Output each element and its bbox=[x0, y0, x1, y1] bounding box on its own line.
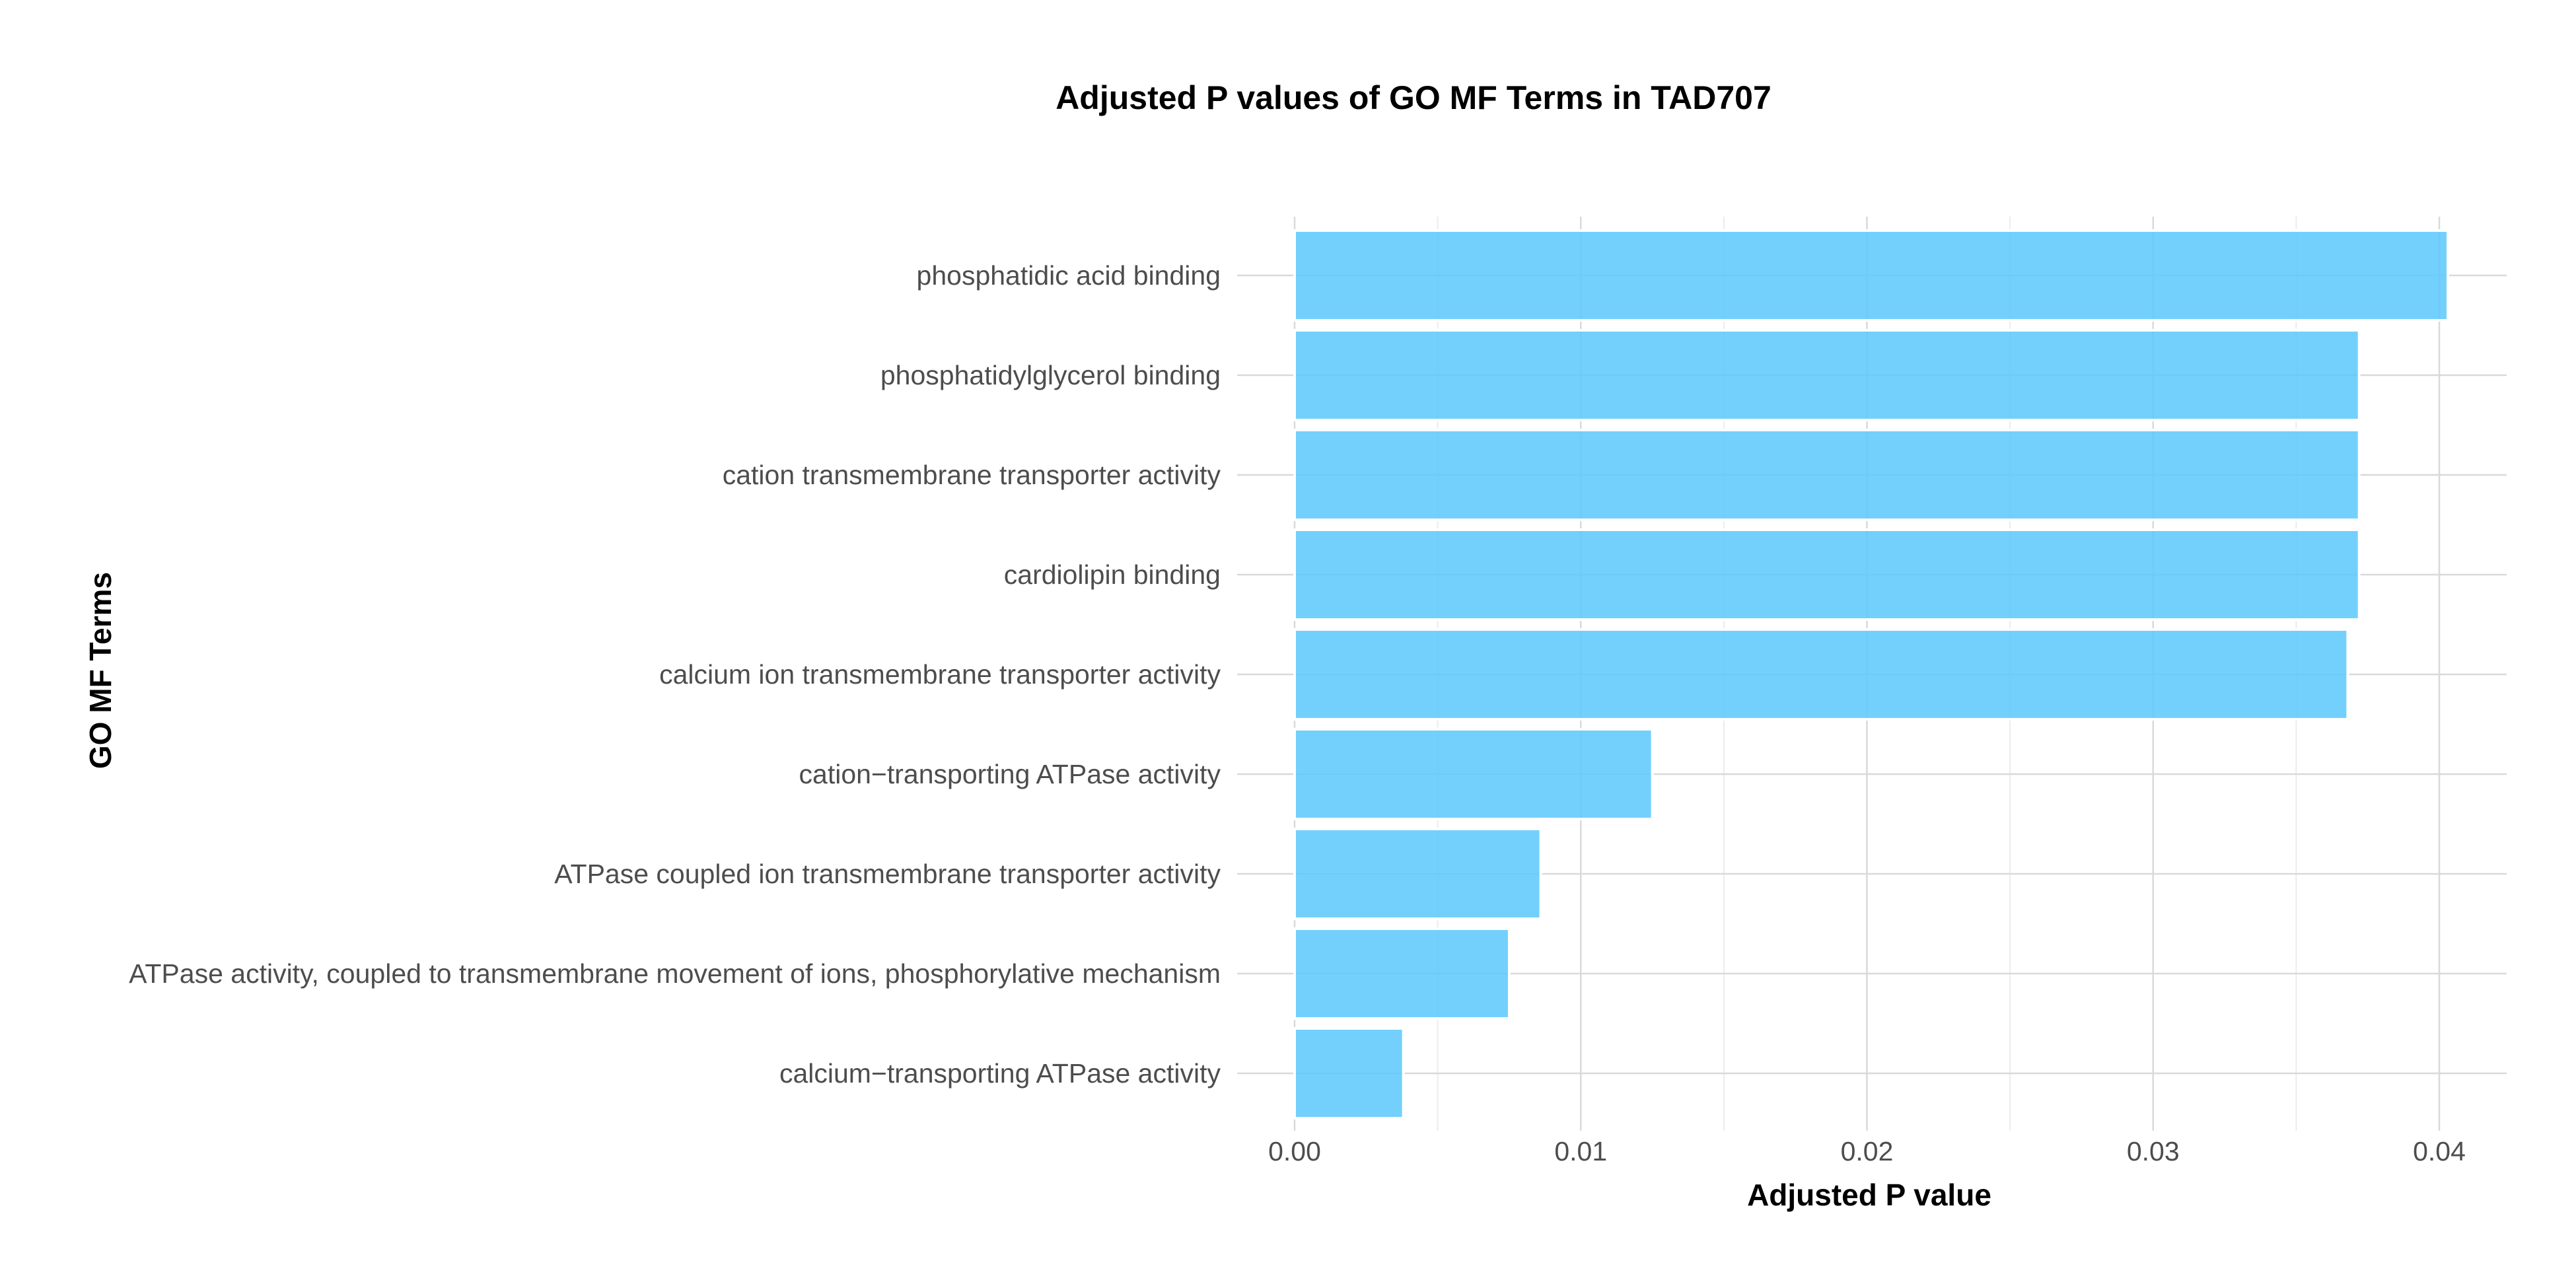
x-tick-label: 0.02 bbox=[1841, 1136, 1894, 1166]
category-label: cardiolipin binding bbox=[1004, 559, 1221, 590]
category-label: cation−transporting ATPase activity bbox=[799, 759, 1221, 789]
bar bbox=[1293, 1027, 1405, 1120]
bar bbox=[1293, 828, 1542, 920]
x-tick-label: 0.03 bbox=[2127, 1136, 2180, 1166]
x-tick-labels: 0.00 0.01 0.02 0.03 0.04 bbox=[1268, 1136, 2466, 1166]
bar bbox=[1293, 528, 2361, 621]
bar bbox=[1293, 628, 2349, 721]
category-label: calcium ion transmembrane transporter ac… bbox=[659, 659, 1221, 690]
bar bbox=[1293, 429, 2361, 521]
bar bbox=[1293, 728, 1654, 820]
x-tick-label: 0.04 bbox=[2413, 1136, 2466, 1166]
category-labels: phosphatidic acid binding phosphatidylgly… bbox=[129, 260, 1221, 1089]
bar bbox=[1293, 927, 1511, 1020]
x-tick-label: 0.01 bbox=[1554, 1136, 1607, 1166]
bar bbox=[1293, 229, 2449, 322]
bar bbox=[1293, 329, 2361, 421]
chart-title: Adjusted P values of GO MF Terms in TAD7… bbox=[1055, 79, 1771, 116]
x-tick-label: 0.00 bbox=[1268, 1136, 1321, 1166]
x-axis-title: Adjusted P value bbox=[1747, 1178, 1991, 1212]
category-label: phosphatidic acid binding bbox=[917, 260, 1221, 291]
category-label: calcium−transporting ATPase activity bbox=[779, 1058, 1221, 1089]
category-label: cation transmembrane transporter activit… bbox=[723, 460, 1221, 490]
y-axis-title: GO MF Terms bbox=[83, 572, 118, 769]
bars bbox=[1293, 229, 2449, 1120]
category-label: ATPase coupled ion transmembrane transpo… bbox=[554, 859, 1221, 889]
category-label: phosphatidylglycerol binding bbox=[880, 360, 1221, 390]
category-label: ATPase activity, coupled to transmembran… bbox=[129, 958, 1221, 989]
